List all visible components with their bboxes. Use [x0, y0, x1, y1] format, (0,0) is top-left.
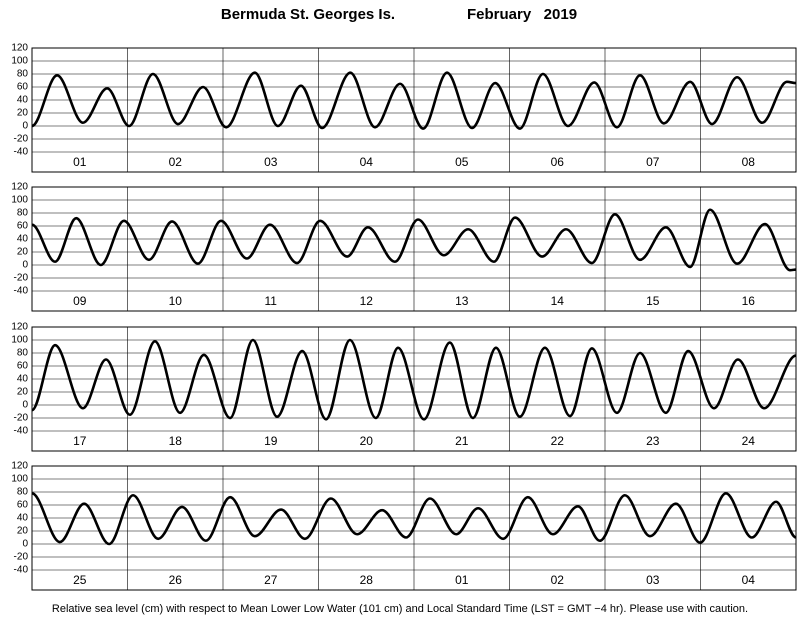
day-label: 19 — [264, 434, 278, 448]
y-tick-label: 20 — [17, 387, 29, 398]
panel-frame — [31, 326, 797, 452]
title: Bermuda St. Georges Is. — [221, 6, 395, 23]
y-tick-label: 20 — [17, 108, 29, 119]
day-label: 01 — [455, 573, 469, 587]
y-tick-label: 80 — [17, 69, 29, 80]
day-label: 05 — [455, 155, 469, 169]
y-tick-label: 80 — [17, 348, 29, 359]
day-label: 03 — [646, 573, 660, 587]
day-label: 11 — [265, 294, 278, 308]
tide-curve — [31, 71, 797, 130]
y-tick-label: 100 — [11, 474, 28, 485]
y-tick-label: 40 — [17, 95, 29, 106]
y-tick-label: 60 — [17, 221, 29, 232]
y-tick-label: 20 — [17, 526, 29, 537]
day-label: 06 — [551, 155, 565, 169]
y-tick-label: 100 — [11, 56, 28, 67]
y-tick-label: 60 — [17, 82, 29, 93]
y-tick-label: 60 — [17, 361, 29, 372]
day-label: 15 — [646, 294, 660, 308]
y-tick-label: 120 — [11, 461, 28, 472]
day-label: 17 — [73, 434, 87, 448]
day-label: 07 — [646, 155, 660, 169]
tide-curve — [31, 491, 797, 546]
day-label: 26 — [169, 573, 183, 587]
day-label: 24 — [742, 434, 756, 448]
day-label: 14 — [551, 294, 565, 308]
y-tick-label: 0 — [22, 539, 28, 550]
y-tick-label: 40 — [17, 374, 29, 385]
day-label: 04 — [360, 155, 374, 169]
y-tick-label: -20 — [14, 273, 29, 284]
month: February 2019 — [467, 6, 577, 23]
day-label: 09 — [73, 294, 87, 308]
day-label: 12 — [360, 294, 374, 308]
y-tick-label: 0 — [22, 400, 28, 411]
day-label: 20 — [360, 434, 374, 448]
footnote: Relative sea level (cm) with respect to … — [52, 603, 748, 615]
y-tick-label: 100 — [11, 195, 28, 206]
y-tick-label: 120 — [11, 322, 28, 333]
y-tick-label: 100 — [11, 335, 28, 346]
panel-frame — [31, 47, 797, 173]
day-label: 27 — [264, 573, 278, 587]
day-label: 25 — [73, 573, 87, 587]
y-tick-label: 0 — [22, 260, 28, 271]
day-label: 01 — [73, 155, 87, 169]
panel-frame — [31, 465, 797, 591]
y-tick-label: -20 — [14, 413, 29, 424]
y-tick-label: 80 — [17, 208, 29, 219]
y-tick-label: 20 — [17, 247, 29, 258]
day-label: 02 — [169, 155, 183, 169]
tide-curve — [31, 208, 797, 272]
y-tick-label: 40 — [17, 513, 29, 524]
y-tick-label: 120 — [11, 43, 28, 54]
y-tick-label: 80 — [17, 487, 29, 498]
y-tick-label: -40 — [14, 286, 29, 297]
y-tick-label: 120 — [11, 182, 28, 193]
y-tick-label: -20 — [14, 134, 29, 145]
y-tick-label: 0 — [22, 121, 28, 132]
day-label: 22 — [551, 434, 565, 448]
y-tick-label: 60 — [17, 500, 29, 511]
day-label: 10 — [169, 294, 183, 308]
y-tick-label: -40 — [14, 565, 29, 576]
day-label: 08 — [742, 155, 756, 169]
day-label: 13 — [455, 294, 469, 308]
tide-curve — [30, 338, 797, 421]
panel-frame — [31, 186, 797, 312]
day-label: 02 — [551, 573, 565, 587]
y-tick-label: -20 — [14, 552, 29, 563]
day-label: 21 — [455, 434, 469, 448]
day-label: 28 — [360, 573, 374, 587]
day-label: 18 — [169, 434, 183, 448]
y-tick-label: -40 — [14, 426, 29, 437]
y-tick-label: 40 — [17, 234, 29, 245]
day-label: 03 — [264, 155, 278, 169]
day-label: 23 — [646, 434, 660, 448]
y-tick-label: -40 — [14, 147, 29, 158]
day-label: 04 — [742, 573, 756, 587]
day-label: 16 — [742, 294, 756, 308]
